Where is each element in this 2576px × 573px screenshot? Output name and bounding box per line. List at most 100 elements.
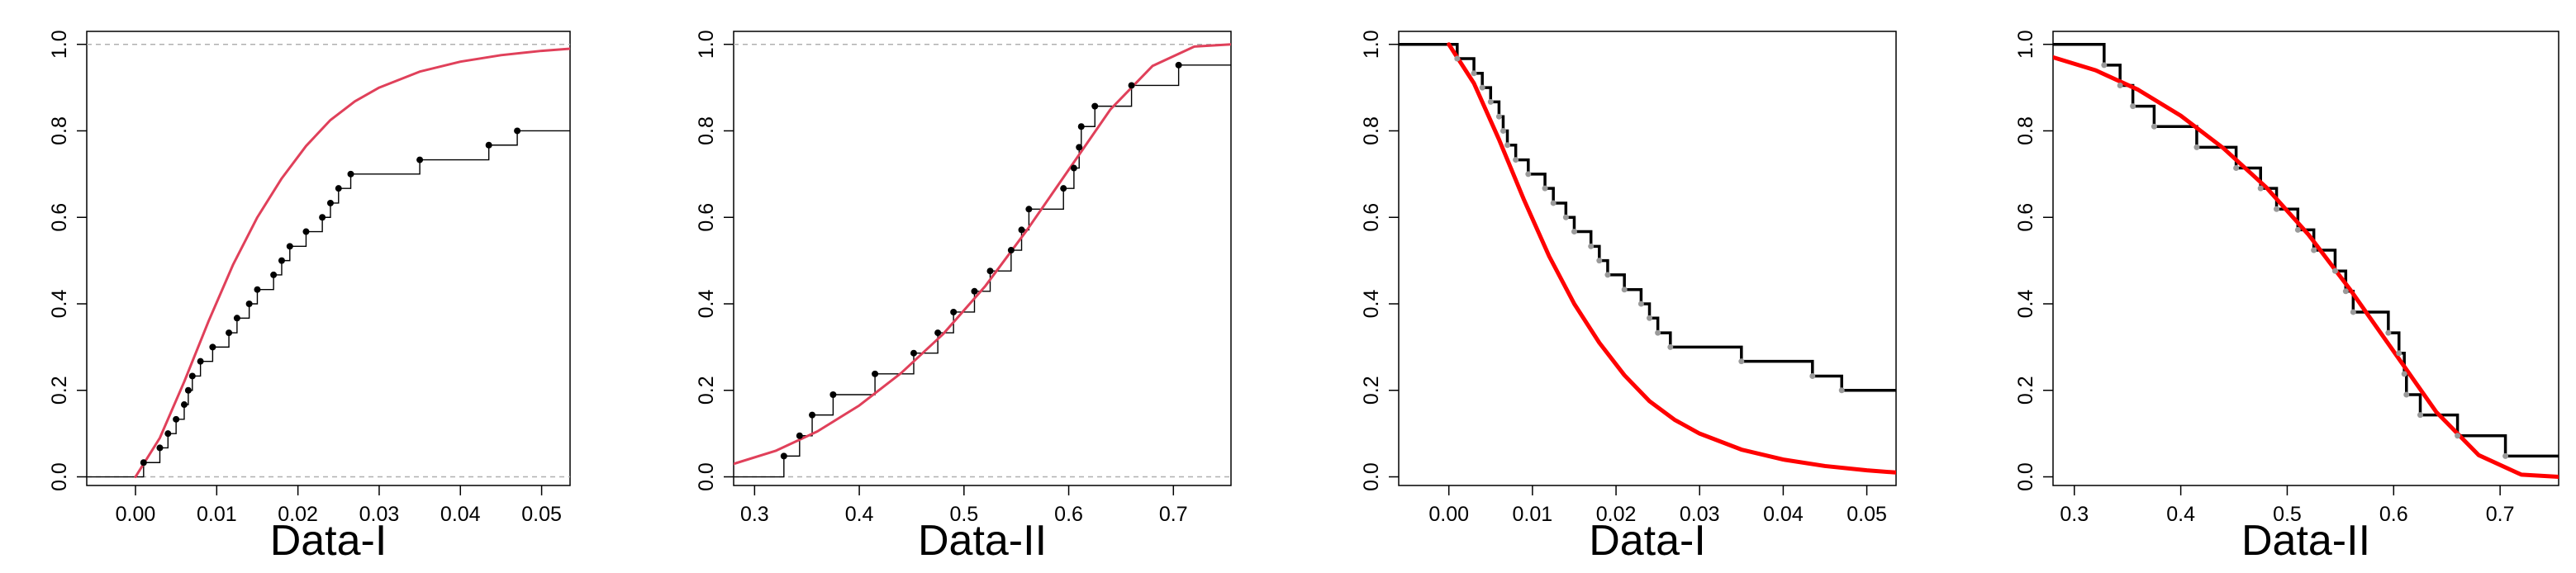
- x-tick-label: 0.00: [116, 503, 156, 526]
- x-tick-label: 0.02: [1596, 503, 1637, 526]
- data-point: [1060, 185, 1067, 192]
- data-point: [1495, 113, 1502, 120]
- x-tick-label: 0.4: [2166, 503, 2195, 526]
- x-axis-label: Data-II: [918, 517, 1047, 565]
- x-tick-label: 0.03: [1680, 503, 1720, 526]
- y-tick-label: 0.8: [2014, 116, 2037, 145]
- y-tick-label: 0.4: [48, 290, 71, 319]
- y-tick-label: 0.2: [695, 376, 718, 405]
- data-point: [1076, 144, 1083, 151]
- plot-frame: [86, 31, 571, 486]
- data-point: [2396, 350, 2403, 357]
- data-point: [184, 386, 192, 394]
- data-point: [1637, 301, 1644, 307]
- data-point: [226, 329, 233, 337]
- data-point: [2233, 165, 2240, 172]
- fitted-curve: [134, 47, 570, 479]
- data-point: [780, 452, 787, 460]
- plot-area: [1399, 42, 1896, 475]
- data-point: [335, 185, 342, 192]
- data-point: [1504, 142, 1511, 149]
- data-point: [1647, 315, 1653, 321]
- empirical-step-line: [1399, 42, 1896, 392]
- data-point: [514, 127, 521, 135]
- data-point: [302, 228, 310, 235]
- x-tick-label: 0.05: [1846, 503, 1887, 526]
- y-tick-label: 1.0: [2014, 30, 2037, 59]
- data-point: [1571, 229, 1577, 235]
- data-point: [1655, 329, 1661, 336]
- data-point: [2294, 226, 2301, 233]
- data-point: [1091, 102, 1099, 110]
- y-tick-label: 0.0: [1360, 462, 1383, 491]
- y-tick-label: 0.8: [48, 116, 71, 145]
- x-tick-label: 0.4: [845, 503, 874, 526]
- x-axis-label: Data-II: [2241, 517, 2370, 565]
- data-point: [1499, 127, 1506, 134]
- data-point: [2342, 288, 2349, 295]
- y-tick-label: 0.0: [48, 462, 71, 491]
- x-tick-label: 0.01: [197, 503, 237, 526]
- y-tick-label: 0.0: [695, 462, 718, 491]
- data-point: [971, 287, 978, 295]
- data-point: [140, 459, 147, 466]
- data-point: [416, 156, 424, 163]
- data-point: [1596, 258, 1603, 264]
- data-point: [485, 141, 492, 149]
- plot-frame: [1398, 31, 1897, 486]
- data-point: [347, 170, 354, 178]
- data-point: [286, 243, 293, 250]
- x-tick-label: 0.6: [1054, 503, 1083, 526]
- chart-panel-3: 0.00 0.01 0.02 0.03 0.04 0.05 0.0 0.2 0.4 0.6 0.8 1…: [1360, 30, 1897, 565]
- y-tick-label: 0.8: [1360, 116, 1383, 145]
- chart-panel-4: 0.3 0.4 0.5 0.6 0.7 0.0 0.2 0.4 0.6 0.8 1.0 Data-II: [2014, 30, 2559, 565]
- data-point: [910, 349, 917, 357]
- y-tick-label: 0.4: [2014, 290, 2037, 319]
- data-point: [1487, 98, 1494, 105]
- chart-panel-2: 0.3 0.4 0.5 0.6 0.7 0.0 0.2 0.4 0.6 0.8 1.0 Data-II: [695, 30, 1232, 565]
- x-tick-label: 0.04: [1763, 503, 1804, 526]
- x-tick-label: 0.05: [521, 503, 562, 526]
- data-point: [934, 329, 942, 337]
- data-point: [2455, 433, 2461, 439]
- data-point: [1007, 247, 1015, 254]
- data-point: [1525, 171, 1532, 178]
- data-point: [829, 391, 837, 398]
- data-point: [1738, 358, 1745, 365]
- data-point: [1479, 84, 1485, 91]
- data-point: [986, 268, 994, 275]
- plot-area: [87, 43, 570, 479]
- y-tick-label: 0.2: [2014, 376, 2037, 405]
- x-tick-label: 0.5: [2273, 503, 2302, 526]
- y-tick-label: 0.4: [695, 290, 718, 319]
- fitted-curve: [2053, 54, 2559, 480]
- data-point: [2403, 391, 2410, 398]
- x-tick-label: 0.03: [359, 503, 400, 526]
- data-point: [278, 257, 285, 264]
- empirical-step-line: [2053, 42, 2559, 458]
- y-tick-label: 0.2: [48, 376, 71, 405]
- data-point: [796, 432, 803, 439]
- data-point: [2101, 62, 2108, 69]
- data-point: [2117, 82, 2123, 88]
- data-point: [872, 370, 879, 377]
- y-tick-label: 1.0: [1360, 30, 1383, 59]
- x-tick-label: 0.3: [2060, 503, 2089, 526]
- data-point: [809, 411, 816, 419]
- data-point: [233, 315, 240, 322]
- data-point: [164, 430, 172, 438]
- x-tick-label: 0.7: [2486, 503, 2515, 526]
- data-point: [2151, 123, 2157, 130]
- x-axis-label: Data-I: [1589, 517, 1706, 565]
- chart-panel-1: 0.00 0.01 0.02 0.03 0.04 0.05 0.0 0.2 0.4 0.6 0.8 1…: [48, 30, 571, 565]
- data-point: [2401, 371, 2407, 377]
- y-tick-label: 0.6: [48, 203, 71, 232]
- data-point: [1838, 387, 1845, 394]
- data-point: [1588, 243, 1595, 249]
- data-point: [1454, 55, 1461, 62]
- data-point: [1128, 82, 1135, 89]
- y-tick-label: 1.0: [48, 30, 71, 59]
- x-tick-label: 0.01: [1513, 503, 1553, 526]
- data-point: [180, 401, 188, 409]
- data-point: [1604, 272, 1611, 278]
